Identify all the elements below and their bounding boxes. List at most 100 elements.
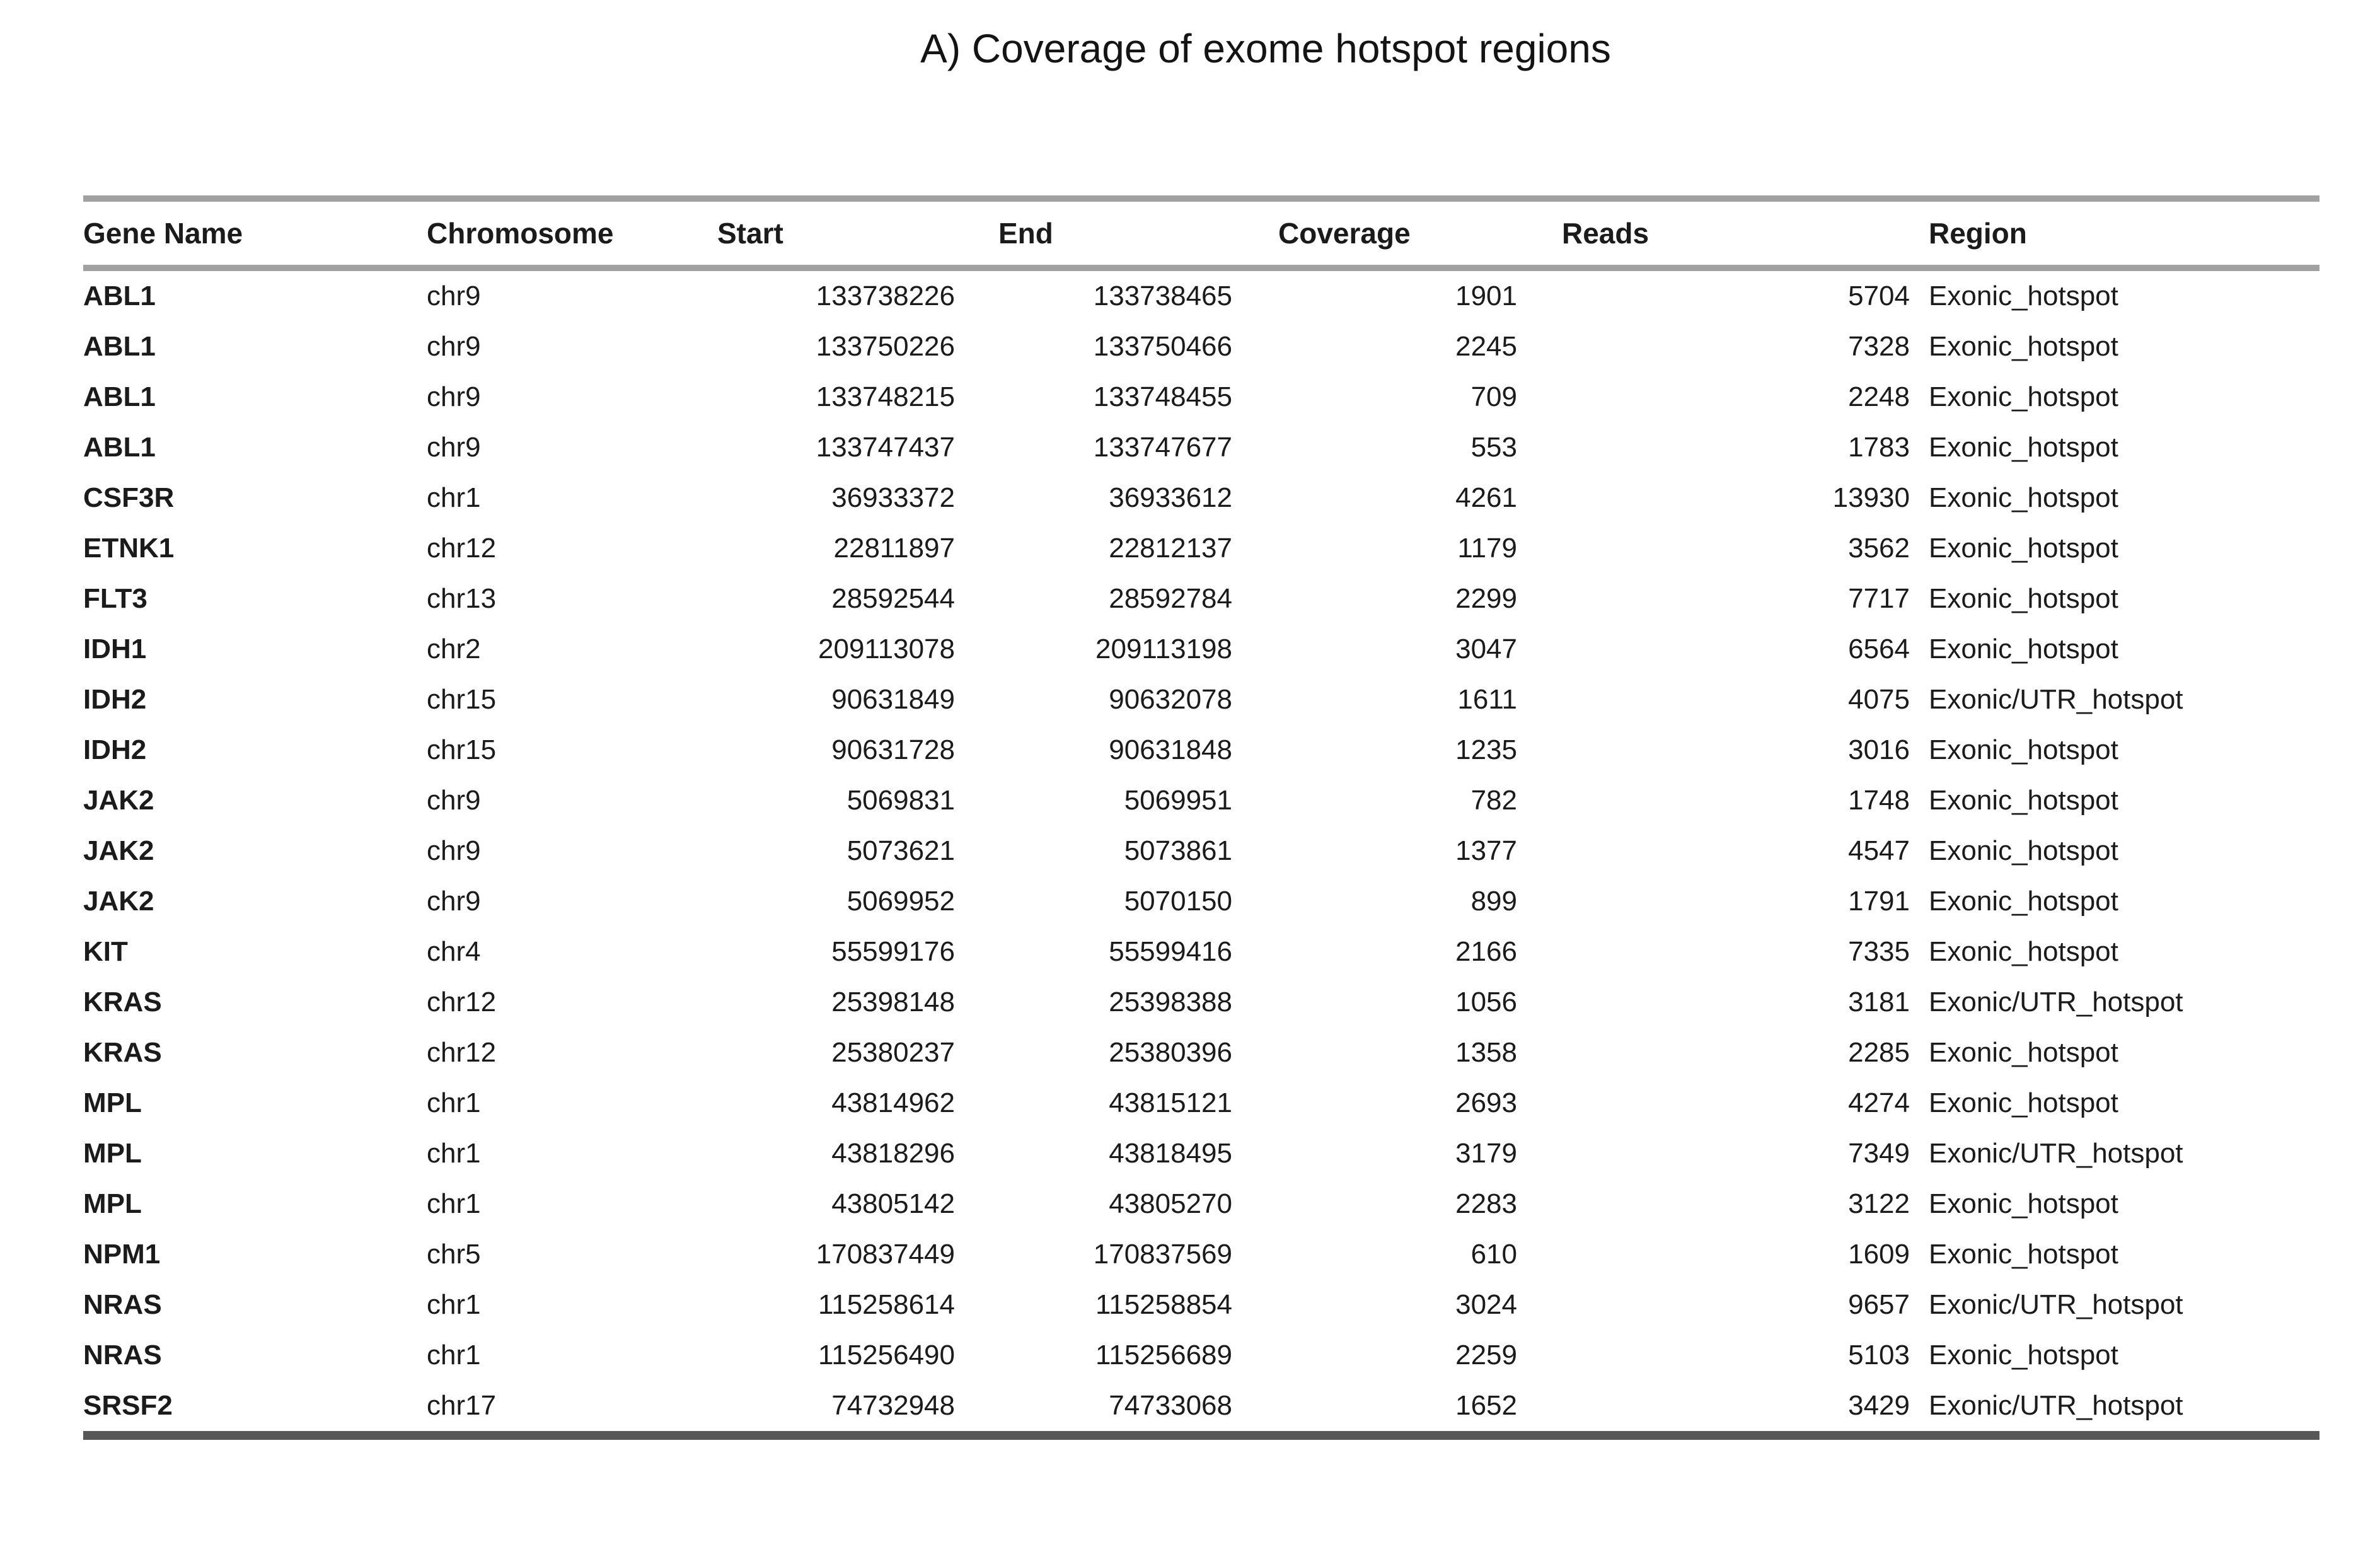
cell-reads: 4274 bbox=[1848, 1087, 1910, 1118]
cell-chromosome: chr9 bbox=[427, 381, 481, 412]
cell-region: Exonic_hotspot bbox=[1929, 482, 2118, 513]
column-header-region: Region bbox=[1929, 217, 2027, 250]
cell-end: 74733068 bbox=[1109, 1390, 1232, 1421]
cell-reads: 3122 bbox=[1848, 1188, 1910, 1219]
cell-end: 90631848 bbox=[1109, 734, 1232, 765]
cell-reads: 5103 bbox=[1848, 1340, 1910, 1370]
cell-start: 43805142 bbox=[831, 1188, 955, 1219]
cell-reads: 2285 bbox=[1848, 1037, 1910, 1068]
cell-gene-name: MPL bbox=[83, 1188, 142, 1219]
cell-region: Exonic_hotspot bbox=[1929, 1037, 2118, 1068]
cell-start: 43814962 bbox=[831, 1087, 955, 1118]
cell-end: 170837569 bbox=[1093, 1239, 1232, 1270]
cell-end: 133738465 bbox=[1093, 281, 1232, 311]
cell-coverage: 2299 bbox=[1455, 583, 1517, 614]
cell-coverage: 3024 bbox=[1455, 1289, 1517, 1320]
cell-chromosome: chr13 bbox=[427, 583, 497, 614]
cell-region: Exonic_hotspot bbox=[1929, 1087, 2118, 1118]
cell-region: Exonic_hotspot bbox=[1929, 583, 2118, 614]
table-row: ETNK1 chr12 22811897 22812137 1179 3562 Exonic… bbox=[83, 523, 2319, 574]
cell-coverage: 610 bbox=[1470, 1239, 1517, 1270]
table-row: SRSF2 chr17 74732948 74733068 1652 3429 Exonic… bbox=[83, 1381, 2319, 1435]
cell-start: 25398148 bbox=[831, 987, 955, 1017]
cell-gene-name: ABL1 bbox=[83, 331, 156, 362]
cell-end: 22812137 bbox=[1109, 533, 1232, 564]
cell-chromosome: chr12 bbox=[427, 1037, 497, 1068]
cell-end: 133750466 bbox=[1093, 331, 1232, 362]
cell-region: Exonic/UTR_hotspot bbox=[1929, 1138, 2183, 1169]
cell-reads: 1791 bbox=[1848, 886, 1910, 917]
cell-end: 25380396 bbox=[1109, 1037, 1232, 1068]
cell-start: 133750226 bbox=[816, 331, 955, 362]
cell-region: Exonic_hotspot bbox=[1929, 785, 2118, 816]
table-head: Gene Name Chromosome Start End Coverage Reads… bbox=[83, 199, 2319, 268]
cell-reads: 3429 bbox=[1848, 1390, 1910, 1421]
cell-reads: 2248 bbox=[1848, 381, 1910, 412]
table-row: IDH2 chr15 90631849 90632078 1611 4075 Exonic/… bbox=[83, 675, 2319, 725]
cell-chromosome: chr12 bbox=[427, 533, 497, 564]
cell-gene-name: KIT bbox=[83, 936, 128, 967]
cell-end: 28592784 bbox=[1109, 583, 1232, 614]
cell-coverage: 2283 bbox=[1455, 1188, 1517, 1219]
cell-coverage: 1377 bbox=[1455, 835, 1517, 866]
column-header-coverage: Coverage bbox=[1278, 217, 1411, 250]
cell-region: Exonic_hotspot bbox=[1929, 331, 2118, 362]
cell-start: 133748215 bbox=[816, 381, 955, 412]
cell-chromosome: chr9 bbox=[427, 785, 481, 816]
table-row: ABL1 chr9 133748215 133748455 709 2248 Exonic_… bbox=[83, 372, 2319, 422]
table-row: NRAS chr1 115256490 115256689 2259 5103 Exonic… bbox=[83, 1330, 2319, 1381]
cell-gene-name: CSF3R bbox=[83, 482, 175, 513]
cell-chromosome: chr9 bbox=[427, 835, 481, 866]
table-row: JAK2 chr9 5073621 5073861 1377 4547 Exonic_hot… bbox=[83, 826, 2319, 876]
cell-reads: 3016 bbox=[1848, 734, 1910, 765]
cell-end: 43805270 bbox=[1109, 1188, 1232, 1219]
cell-gene-name: KRAS bbox=[83, 1037, 162, 1068]
table-row: CSF3R chr1 36933372 36933612 4261 13930 Exonic… bbox=[83, 473, 2319, 523]
cell-gene-name: IDH2 bbox=[83, 734, 147, 765]
cell-gene-name: NPM1 bbox=[83, 1239, 161, 1270]
cell-region: Exonic_hotspot bbox=[1929, 381, 2118, 412]
cell-start: 209113078 bbox=[818, 634, 955, 664]
cell-gene-name: NRAS bbox=[83, 1289, 162, 1320]
cell-coverage: 3047 bbox=[1455, 634, 1517, 664]
table-row: IDH2 chr15 90631728 90631848 1235 3016 Exonic_… bbox=[83, 725, 2319, 775]
cell-start: 43818296 bbox=[831, 1138, 955, 1169]
cell-reads: 7335 bbox=[1848, 936, 1910, 967]
cell-chromosome: chr1 bbox=[427, 1289, 481, 1320]
cell-gene-name: ABL1 bbox=[83, 281, 156, 311]
cell-coverage: 1901 bbox=[1455, 281, 1517, 311]
table-row: KIT chr4 55599176 55599416 2166 7335 Exonic_ho… bbox=[83, 927, 2319, 977]
table-row: MPL chr1 43814962 43815121 2693 4274 Exonic_ho… bbox=[83, 1078, 2319, 1128]
cell-gene-name: KRAS bbox=[83, 987, 162, 1017]
cell-start: 22811897 bbox=[833, 533, 956, 564]
cell-region: Exonic_hotspot bbox=[1929, 1239, 2118, 1270]
cell-end: 90632078 bbox=[1109, 684, 1232, 715]
cell-start: 5069831 bbox=[846, 785, 955, 816]
cell-reads: 9657 bbox=[1848, 1289, 1910, 1320]
cell-start: 28592544 bbox=[831, 583, 955, 614]
cell-chromosome: chr1 bbox=[427, 1087, 481, 1118]
cell-end: 36933612 bbox=[1109, 482, 1232, 513]
cell-start: 36933372 bbox=[831, 482, 955, 513]
coverage-table: Gene Name Chromosome Start End Coverage Reads… bbox=[83, 195, 2319, 1440]
cell-reads: 3562 bbox=[1848, 533, 1910, 564]
cell-coverage: 3179 bbox=[1455, 1138, 1517, 1169]
cell-reads: 7349 bbox=[1848, 1138, 1910, 1169]
cell-reads: 1748 bbox=[1848, 785, 1910, 816]
cell-start: 55599176 bbox=[831, 936, 955, 967]
cell-reads: 1783 bbox=[1848, 432, 1910, 463]
cell-reads: 13930 bbox=[1832, 482, 1910, 513]
cell-gene-name: IDH2 bbox=[83, 684, 147, 715]
cell-coverage: 899 bbox=[1470, 886, 1517, 917]
cell-region: Exonic_hotspot bbox=[1929, 734, 2118, 765]
cell-start: 133747437 bbox=[816, 432, 955, 463]
cell-gene-name: MPL bbox=[83, 1138, 142, 1169]
cell-start: 133738226 bbox=[816, 281, 955, 311]
cell-region: Exonic/UTR_hotspot bbox=[1929, 1289, 2183, 1320]
cell-reads: 1609 bbox=[1848, 1239, 1910, 1270]
cell-chromosome: chr15 bbox=[427, 734, 497, 765]
cell-chromosome: chr12 bbox=[427, 987, 497, 1017]
cell-end: 5073861 bbox=[1124, 835, 1232, 866]
cell-reads: 5704 bbox=[1848, 281, 1910, 311]
table-row: NPM1 chr5 170837449 170837569 610 1609 Exonic_… bbox=[83, 1229, 2319, 1280]
